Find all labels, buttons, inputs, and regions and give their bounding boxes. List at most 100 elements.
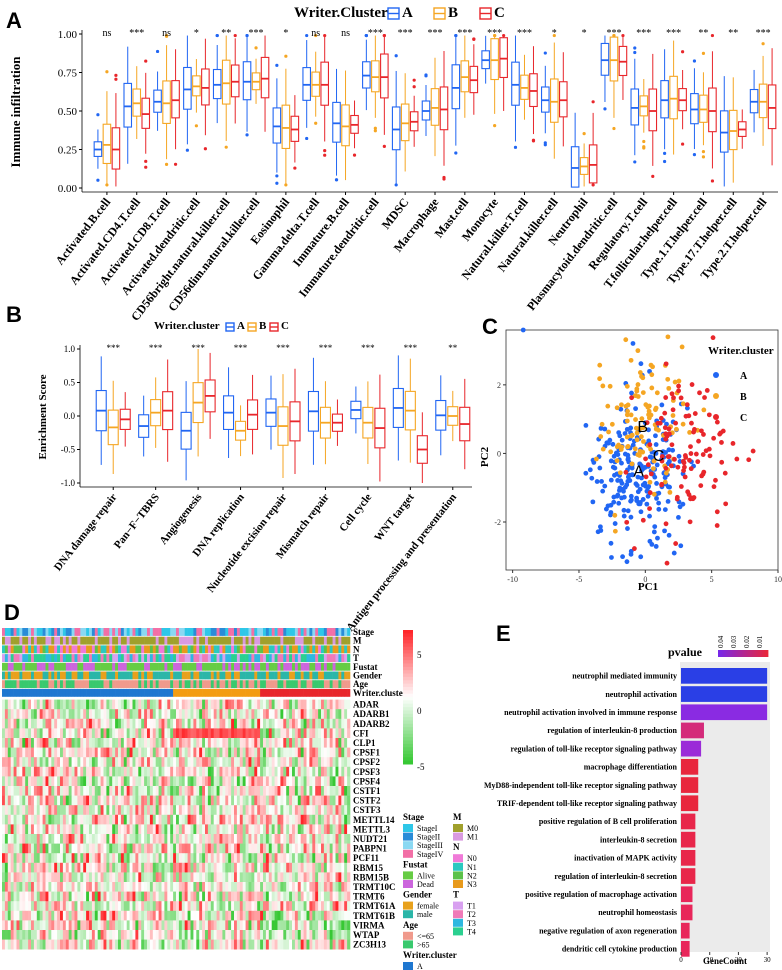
panel-d-annot-cell	[57, 671, 61, 680]
panel-d-annot-cell	[234, 680, 238, 689]
panel-d-heat-cell	[170, 920, 174, 931]
panel-d-heat-cell	[312, 738, 316, 748]
panel-d-heat-cell	[123, 920, 127, 931]
panel-d-annot-cell	[45, 654, 49, 662]
panel-d-heat-cell	[71, 786, 75, 796]
panel-d-annot-cell	[344, 636, 348, 645]
panel-a-box-B-box	[281, 104, 291, 149]
panel-c-point-C	[657, 420, 663, 426]
panel-d-annot-cell	[335, 654, 339, 662]
panel-d-annot-cell	[77, 671, 81, 680]
panel-d-heat-cell	[152, 862, 156, 873]
panel-a-outlier	[552, 33, 556, 38]
panel-d-heat-cell	[86, 786, 90, 796]
panel-d-heat-cell	[118, 901, 122, 912]
panel-d-annot-cell	[245, 662, 249, 671]
panel-c-point-A	[638, 554, 644, 560]
panel-d-annot-cell	[321, 636, 325, 645]
panel-a-outlier	[633, 46, 637, 50]
panel-d-heat-cell	[187, 766, 191, 777]
panel-d-heat-cell	[10, 814, 14, 825]
panel-d-heat-cell	[332, 901, 336, 912]
panel-d-annot-cell	[25, 680, 29, 689]
panel-d-annot-cell	[190, 636, 194, 645]
panel-d-annot-cell	[176, 680, 180, 689]
panel-d-heat-cell	[91, 853, 96, 864]
panel-d-heat-cell	[2, 891, 6, 902]
panel-d-heat-cell	[123, 747, 127, 758]
panel-d-annot-cell	[312, 654, 316, 662]
panel-d-heat-cell	[68, 814, 72, 825]
panel-d-heat-cell	[323, 834, 328, 844]
panel-d-heat-cell	[149, 824, 154, 835]
panel-d-annot-cell	[123, 680, 127, 689]
panel-d-heat-cell	[54, 910, 58, 921]
panel-d-heat-cell	[210, 843, 214, 854]
panel-d-heat-cell	[210, 862, 214, 873]
panel-d-annot-cell	[115, 662, 119, 671]
panel-c-point-C	[723, 501, 729, 507]
panel-c-point-B	[643, 402, 649, 408]
panel-d-annot-cell	[152, 636, 156, 645]
panel-d-heat-cell	[196, 814, 200, 825]
panel-d-heat-cell	[321, 766, 325, 777]
panel-d-heat-cell	[36, 853, 40, 864]
panel-d-annot-cell	[10, 636, 14, 645]
panel-d-annot-cell	[274, 636, 278, 645]
panel-d-annot-cell	[91, 671, 96, 680]
panel-d-heat-cell	[115, 766, 119, 777]
panel-d-heat-cell	[97, 862, 101, 873]
panel-d-annot-cell	[312, 636, 316, 645]
panel-d-heat-cell	[126, 757, 130, 768]
panel-d-annot-cell	[187, 688, 191, 697]
panel-d-heat-cell	[265, 709, 270, 720]
panel-d-annot-cell	[196, 628, 200, 636]
panel-d-heat-cell	[245, 728, 249, 739]
panel-d-heat-cell	[181, 862, 185, 873]
panel-d-heat-cell	[347, 814, 351, 825]
panel-c-point-B	[618, 447, 624, 452]
panel-d-heat-cell	[155, 766, 159, 777]
panel-d-heat-cell	[193, 757, 197, 768]
panel-d-heat-cell	[141, 747, 145, 758]
panel-d-heat-cell	[283, 738, 287, 748]
panel-d-heat-cell	[315, 891, 319, 902]
panel-d-annot-cell	[236, 671, 241, 680]
panel-d-heat-cell	[245, 795, 249, 806]
panel-d-heat-cell	[326, 699, 330, 710]
panel-d-annot-cell	[268, 645, 272, 654]
panel-d-annot-cell	[283, 628, 287, 636]
panel-d-heat-cell	[164, 747, 168, 758]
panel-d-heat-cell	[280, 901, 284, 912]
panel-a-outlier	[633, 160, 637, 164]
panel-d-heat-cell	[106, 738, 110, 748]
panel-d-annot-cell	[45, 688, 49, 697]
panel-d-heat-cell	[138, 766, 142, 777]
panel-d-heat-cell	[271, 834, 275, 844]
panel-d-annot-cell	[132, 688, 136, 697]
panel-d-heat-cell	[257, 766, 261, 777]
panel-d-heat-cell	[300, 901, 304, 912]
panel-d-heat-cell	[39, 901, 43, 912]
panel-d-heat-cell	[347, 805, 351, 816]
panel-d-annot-cell	[149, 636, 154, 645]
panel-d-heat-cell	[323, 805, 328, 816]
panel-d-heat-cell	[263, 776, 267, 787]
panel-d-heat-cell	[126, 699, 130, 710]
panel-d-heat-cell	[268, 901, 272, 912]
panel-d-annot-cell	[123, 654, 127, 662]
panel-d-heat-cell	[260, 834, 264, 844]
panel-b-ytick-label: 1.0	[64, 344, 76, 354]
panel-d-heat-cell	[242, 882, 246, 892]
panel-d-annot-cell	[158, 671, 162, 680]
panel-d-heat-cell	[100, 786, 104, 796]
panel-d-annot-cell	[178, 628, 183, 636]
panel-d-annot-cell	[33, 654, 38, 662]
panel-d-heat-cell	[292, 814, 296, 825]
panel-d-heat-cell	[28, 843, 32, 854]
panel-d-heat-cell	[42, 718, 46, 729]
panel-d-heat-cell	[242, 853, 246, 864]
panel-d-annot-cell	[83, 662, 87, 671]
panel-c-point-B	[632, 446, 638, 452]
panel-d-heat-cell	[234, 747, 238, 758]
